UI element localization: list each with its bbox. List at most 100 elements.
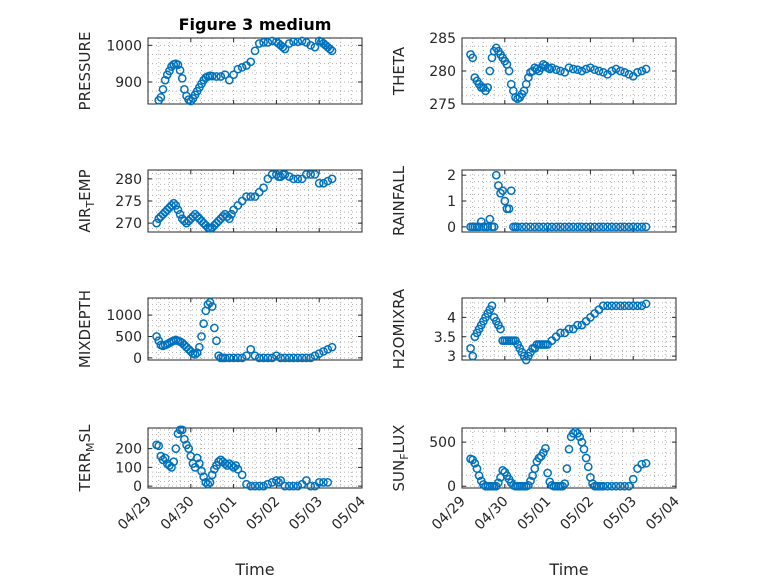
data-point xyxy=(289,174,298,184)
data-point xyxy=(598,222,608,232)
data-point xyxy=(224,353,234,363)
data-point xyxy=(581,64,591,74)
data-point xyxy=(195,214,204,224)
y-tick-label: 200 xyxy=(115,442,142,458)
axes-frame xyxy=(147,37,363,105)
data-point xyxy=(199,319,208,329)
y-tick-label: 1000 xyxy=(106,308,142,324)
data-point xyxy=(216,72,226,81)
data-point xyxy=(302,353,311,363)
data-point xyxy=(160,75,170,85)
data-point xyxy=(543,468,552,478)
data-point xyxy=(556,66,565,76)
data-point xyxy=(259,38,268,47)
y-tick-label: 0 xyxy=(133,479,142,495)
data-point xyxy=(534,453,544,463)
data-point xyxy=(579,444,589,454)
data-point xyxy=(167,201,176,210)
data-point xyxy=(310,351,320,361)
data-point xyxy=(523,481,533,490)
y-tick-label: 500 xyxy=(115,329,142,345)
data-point xyxy=(242,479,251,489)
data-point xyxy=(289,481,298,491)
x-tick-label: 05/01 xyxy=(515,494,555,534)
data-point xyxy=(263,353,273,363)
data-point xyxy=(637,222,647,232)
data-point xyxy=(259,481,268,491)
data-point xyxy=(254,481,264,491)
data-point xyxy=(616,222,625,232)
data-point xyxy=(483,222,493,232)
data-point xyxy=(154,214,164,224)
data-point xyxy=(246,344,256,354)
data-point xyxy=(197,466,206,476)
y-tick-label: 4 xyxy=(447,310,456,326)
data-point xyxy=(224,75,234,85)
data-point xyxy=(470,458,480,468)
data-point xyxy=(571,427,580,436)
data-point xyxy=(195,342,204,352)
data-point xyxy=(560,479,570,488)
subplot-theta: 275 280 285 THETA xyxy=(390,31,677,113)
y-axis-label: TERRMSL xyxy=(76,424,97,493)
data-point xyxy=(603,481,612,491)
data-point xyxy=(594,222,604,232)
data-point xyxy=(220,353,230,363)
data-point xyxy=(590,222,600,232)
data-point xyxy=(496,324,505,334)
data-point xyxy=(297,174,307,184)
data-point xyxy=(530,222,540,232)
data-point xyxy=(468,53,478,63)
data-point xyxy=(489,222,499,232)
data-point xyxy=(598,301,608,311)
data-point xyxy=(272,170,281,179)
data-point xyxy=(212,336,221,346)
data-point xyxy=(229,70,238,80)
data-point xyxy=(526,476,535,486)
data-point xyxy=(199,472,208,482)
data-point xyxy=(233,464,243,474)
y-axis-label: THETA xyxy=(390,46,408,96)
subplot-mixdepth: 0 500 1000 MIXDEPTH xyxy=(76,290,363,368)
y-tick-label: 3 xyxy=(447,349,456,365)
data-point xyxy=(323,176,333,186)
data-point xyxy=(568,428,578,438)
data-point xyxy=(227,209,236,219)
data-point xyxy=(314,478,324,487)
data-point xyxy=(280,170,290,179)
data-point xyxy=(466,344,475,353)
data-point xyxy=(250,351,260,361)
data-point xyxy=(641,458,651,468)
data-point xyxy=(152,218,161,228)
data-point xyxy=(641,299,651,309)
data-point xyxy=(175,65,185,75)
data-point xyxy=(169,198,179,208)
data-point xyxy=(190,209,200,219)
data-point xyxy=(633,301,642,311)
data-point xyxy=(158,84,168,94)
data-point xyxy=(641,222,651,232)
data-point xyxy=(154,441,164,451)
data-point xyxy=(581,453,591,463)
data-point xyxy=(278,42,288,52)
x-axis-label: Time xyxy=(548,560,588,579)
data-point xyxy=(205,478,215,487)
data-point xyxy=(197,216,206,226)
y-tick-label: 900 xyxy=(115,75,142,91)
data-point xyxy=(306,40,315,50)
data-point xyxy=(246,481,256,491)
data-point xyxy=(641,64,651,74)
subplot-air_temp: 270 275 280 AIRTEMP xyxy=(76,169,363,233)
y-tick-label: 285 xyxy=(429,31,456,47)
data-point xyxy=(551,65,561,75)
y-tick-label: 0 xyxy=(447,220,456,236)
data-point xyxy=(154,336,164,346)
data-point xyxy=(624,69,634,79)
data-point xyxy=(310,42,320,52)
data-point xyxy=(180,434,189,444)
data-point xyxy=(607,481,617,491)
data-point xyxy=(577,66,587,76)
data-point xyxy=(302,170,311,179)
data-point xyxy=(319,178,328,188)
data-point xyxy=(637,301,647,311)
